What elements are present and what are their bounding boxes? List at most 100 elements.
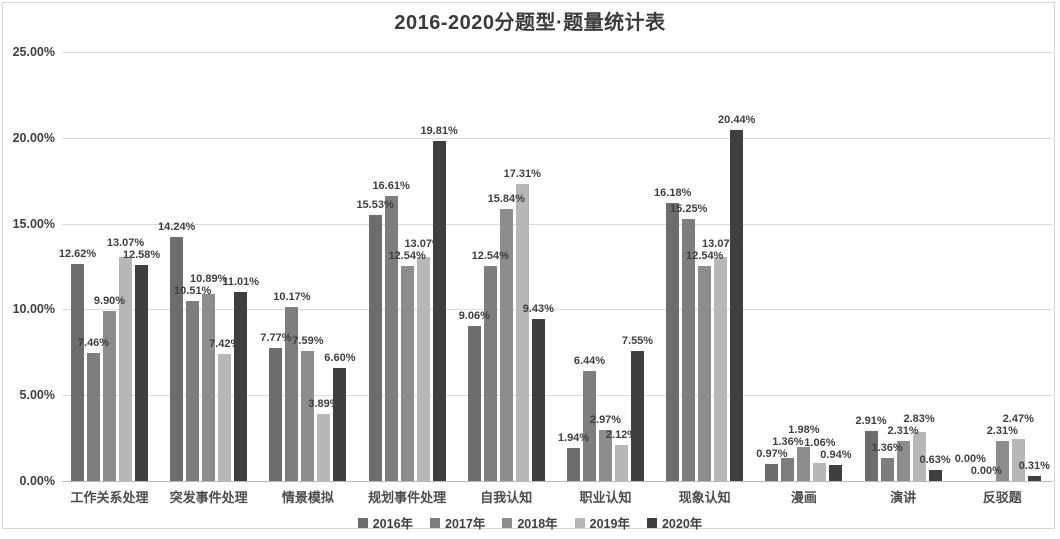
- bar-value-label: 6.44%: [573, 354, 606, 367]
- bar-value-label: 2.83%: [903, 413, 935, 426]
- y-tick-label: 15.00%: [12, 217, 55, 231]
- bar: [368, 214, 382, 481]
- bar-value-label: 7.77%: [260, 331, 292, 344]
- bar: [467, 325, 481, 481]
- x-category-label: 现象认知: [678, 490, 731, 505]
- bar: [1011, 438, 1025, 481]
- bar-value-label: 0.31%: [1018, 459, 1050, 472]
- legend: 2016年 2017年 2018年 2019年 2020年: [0, 513, 1060, 532]
- bar: [730, 130, 744, 481]
- y-tick-label: 10.00%: [12, 302, 55, 316]
- bar-value-label: 10.17%: [273, 290, 311, 303]
- bar-value-label: 11.01%: [222, 276, 260, 289]
- bar: [797, 447, 811, 481]
- bar-value-label: 2.47%: [1002, 413, 1034, 426]
- bar-value-label: 1.36%: [772, 436, 804, 449]
- bar: [135, 265, 148, 481]
- gridline: [62, 224, 1052, 225]
- bar-value-label: 16.61%: [372, 180, 410, 192]
- y-tick-label: 5.00%: [19, 388, 55, 402]
- legend-swatch-icon: [430, 517, 441, 528]
- gridline: [62, 138, 1052, 139]
- bar-value-label: 17.31%: [503, 168, 541, 180]
- bar: [416, 256, 430, 481]
- bar-value-label: 13.07%: [702, 237, 740, 250]
- bar-value-label: 0.63%: [919, 454, 951, 467]
- legend-item: 2020年: [646, 513, 703, 532]
- bar: [432, 141, 446, 481]
- y-tick-label: 20.00%: [12, 131, 55, 145]
- bar: [813, 462, 827, 481]
- chart-title: 2016-2020分题型·题量统计表: [394, 12, 666, 34]
- y-tick-label: 25.00%: [12, 45, 55, 59]
- bar-value-label: 1.06%: [804, 436, 836, 449]
- bar-value-label: 0.94%: [820, 448, 852, 461]
- legend-item: 2017年: [430, 513, 485, 532]
- bar-value-label: 7.59%: [292, 334, 324, 347]
- bar: [333, 367, 347, 481]
- x-category-label: 工作关系处理: [70, 490, 149, 505]
- bar: [269, 347, 283, 481]
- bar-value-label: 12.54%: [471, 249, 509, 262]
- bar-value-label: 19.81%: [420, 125, 458, 138]
- bar-value-label: 9.43%: [522, 303, 554, 316]
- bar: [483, 265, 497, 481]
- bar-value-label: 2.91%: [855, 415, 887, 428]
- x-category-label: 反驳题: [982, 490, 1022, 505]
- bar: [765, 464, 779, 481]
- bar-value-label: 7.46%: [77, 337, 110, 349]
- legend-label: 2018年: [517, 517, 558, 531]
- bar-value-label: 2.12%: [605, 428, 638, 441]
- bar-value-label: 20.44%: [718, 114, 756, 127]
- bar: [583, 370, 596, 481]
- x-category-label: 演讲: [890, 490, 917, 505]
- bar: [119, 256, 132, 481]
- bar: [186, 300, 200, 481]
- legend-swatch-icon: [574, 517, 585, 528]
- bar-value-label: 12.58%: [122, 249, 161, 262]
- legend-item: 2016年: [357, 513, 414, 532]
- bar-value-label: 7.42%: [209, 337, 241, 350]
- legend-label: 2019年: [589, 517, 630, 531]
- legend-swatch-icon: [357, 517, 368, 528]
- bar: [384, 196, 398, 481]
- bar: [896, 441, 910, 481]
- bar-value-label: 12.54%: [686, 249, 724, 262]
- bar-value-label: 13.07%: [404, 237, 442, 250]
- bar-value-label: 15.53%: [356, 198, 394, 211]
- bar: [995, 441, 1009, 481]
- bar: [864, 431, 878, 481]
- x-category-label: 突发事件处理: [169, 490, 248, 505]
- bar: [515, 184, 529, 481]
- bar-value-label: 9.90%: [93, 295, 126, 308]
- bar: [928, 470, 942, 481]
- legend-label: 2017年: [445, 517, 486, 531]
- bar-value-label: 6.60%: [324, 351, 356, 364]
- bar-value-label: 14.24%: [158, 220, 196, 233]
- bar: [880, 457, 894, 481]
- bar-value-label: 15.25%: [670, 203, 708, 216]
- bar-value-label: 10.89%: [190, 272, 228, 285]
- bar: [71, 264, 84, 481]
- bar: [103, 311, 116, 481]
- bar-value-label: 10.51%: [174, 284, 212, 297]
- bar-value-label: 12.62%: [58, 248, 97, 261]
- bar: [301, 350, 315, 481]
- bar: [698, 265, 712, 481]
- bar: [202, 294, 216, 481]
- bar-value-label: 16.18%: [654, 187, 692, 200]
- legend-label: 2016年: [372, 517, 414, 531]
- y-tick-label: 0.00%: [19, 474, 55, 488]
- bar: [912, 432, 926, 481]
- bar-value-label: 0.00%: [970, 465, 1002, 477]
- bar: [218, 353, 232, 481]
- bar: [666, 203, 680, 481]
- bar: [567, 447, 580, 481]
- bar: [285, 306, 299, 481]
- legend-label: 2020年: [661, 517, 703, 531]
- bar: [234, 292, 248, 481]
- bar-value-label: 0.97%: [756, 448, 788, 461]
- bar-value-label: 7.55%: [621, 335, 654, 348]
- x-category-label: 漫画: [790, 490, 817, 505]
- bar: [1027, 475, 1041, 481]
